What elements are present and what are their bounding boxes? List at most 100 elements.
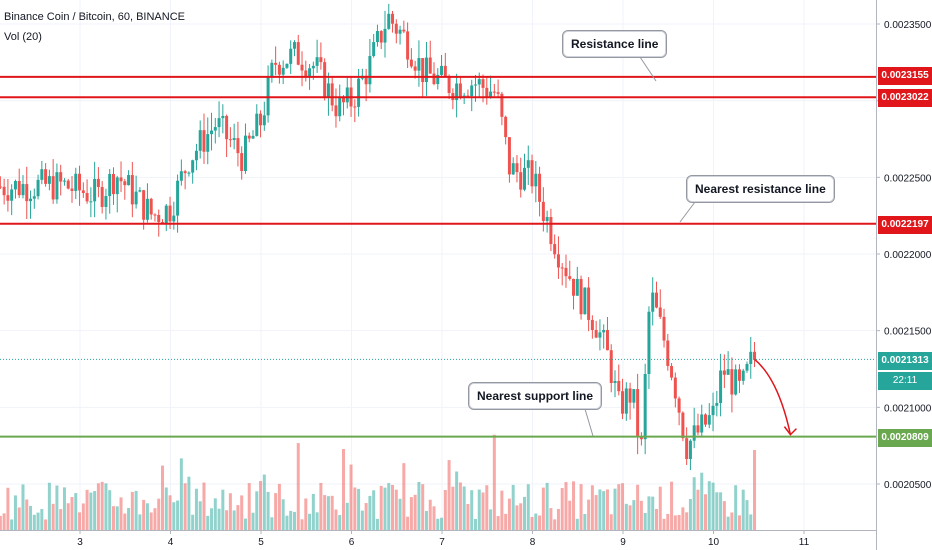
candle-body [496, 92, 500, 94]
candle-body [176, 180, 180, 216]
volume-bar [281, 499, 285, 530]
candle-body [504, 116, 508, 138]
volume-bar [62, 487, 66, 530]
resistance-callout[interactable]: Resistance line [562, 30, 668, 58]
forecast-arrow [754, 358, 797, 436]
volume-bar [176, 500, 180, 530]
volume-bar [745, 500, 749, 530]
candle-body [6, 195, 10, 201]
volume-bar [96, 483, 100, 530]
candle-body [519, 172, 523, 190]
volume-bar [458, 482, 462, 530]
candle-body [753, 351, 757, 360]
candle-body [572, 278, 576, 296]
volume-bar [447, 460, 451, 530]
volume-bar [391, 484, 395, 530]
candle-body [575, 278, 579, 296]
volume-bar [364, 503, 368, 530]
volume-bar [10, 519, 14, 530]
forecast-arrow-line [754, 358, 792, 435]
time-tick-label: 11 [799, 537, 810, 548]
volume-bar [477, 489, 481, 530]
candle-body [164, 205, 168, 224]
volume-bar [78, 512, 82, 530]
candle-body [568, 276, 572, 279]
candle-body [511, 163, 515, 175]
volume-bar [127, 508, 131, 530]
nearest-support-callout[interactable]: Nearest support line [468, 382, 603, 410]
candles [0, 3, 757, 471]
volume-bar [36, 512, 40, 530]
candle-body [213, 127, 217, 131]
candle-body [353, 106, 357, 108]
volume-bar [421, 484, 425, 530]
candle-body [394, 23, 398, 34]
candle-body [590, 319, 594, 330]
time-tick-label: 8 [530, 537, 536, 548]
candle-body [247, 135, 251, 139]
time-tick-label: 10 [708, 537, 720, 548]
volume-bar [647, 496, 651, 530]
volume-bar [0, 515, 2, 530]
volume-bar [111, 506, 115, 530]
candle-body [194, 150, 198, 161]
candle-body [270, 62, 274, 77]
candle-body [32, 196, 36, 199]
volume-bar [696, 489, 700, 530]
candle-body [417, 58, 421, 71]
candle-body [696, 425, 700, 433]
candle-body [677, 398, 681, 413]
volume-bar [440, 517, 444, 530]
candle-body [662, 316, 666, 341]
candle-body [666, 340, 670, 367]
candle-body [266, 76, 270, 116]
candle-body [308, 68, 312, 77]
candle-body [315, 57, 319, 66]
candle-body [138, 190, 142, 192]
volume-bar [323, 495, 327, 530]
volume-bar [753, 449, 757, 530]
candle-body [560, 267, 564, 269]
candle-body [70, 188, 74, 191]
volume-bar [417, 482, 421, 530]
candle-body [85, 193, 89, 202]
price-tick-label: 0.0020500 [884, 480, 932, 491]
resistance-price-label-2: 0.0023022 [878, 89, 932, 107]
volume-bar [55, 485, 59, 530]
candle-body [587, 287, 591, 320]
volume-bar [730, 512, 734, 530]
volume-bar [473, 518, 477, 530]
candle-body [232, 138, 236, 140]
callout-pointer [584, 408, 594, 437]
candle-body [274, 62, 278, 65]
volume-bar [428, 499, 432, 530]
candle-body [507, 137, 511, 175]
price-tick-label: 0.0023500 [884, 20, 932, 31]
candle-body [719, 370, 723, 404]
candle-body [372, 42, 376, 57]
candle-body [489, 91, 493, 97]
candle-body [115, 177, 119, 195]
candle-body [357, 78, 361, 107]
volume-bar [285, 515, 289, 530]
candle-body [485, 87, 489, 97]
candle-body [602, 329, 606, 333]
candle-body [500, 93, 504, 117]
candle-body [564, 267, 568, 277]
volume-bar [455, 471, 459, 530]
volume-bar [605, 489, 609, 530]
nearest-resistance-callout[interactable]: Nearest resistance line [686, 175, 835, 203]
candle-body [700, 414, 704, 433]
candle-body [21, 184, 25, 196]
candle-body [534, 173, 538, 187]
volume-bar [123, 513, 127, 530]
candle-body [183, 171, 187, 174]
volume-bar [47, 482, 51, 530]
volume-bar [504, 513, 508, 530]
volume-bar [145, 503, 149, 530]
volume-bar [13, 495, 17, 530]
volume-bar [221, 489, 225, 530]
candle-body [432, 73, 436, 85]
candle-body [172, 215, 176, 222]
candle-body [319, 57, 323, 63]
